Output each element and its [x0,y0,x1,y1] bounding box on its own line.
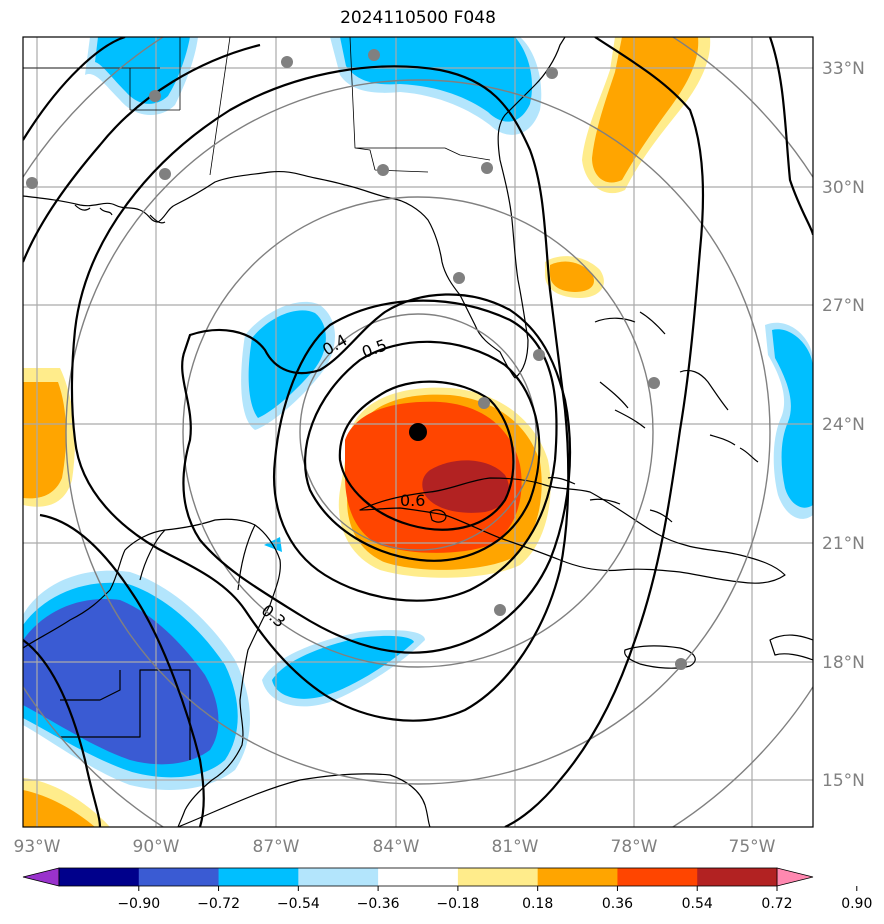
contour-inner-1 [338,380,515,531]
station-marker [478,397,490,409]
colorbar-segment [537,868,618,886]
station-marker [533,349,545,361]
cold-anomaly-east [772,329,813,508]
warm-anomaly-sw [23,790,95,827]
station-marker [149,90,161,102]
contour-inner-2 [303,340,541,562]
map-content: 0.3 0.4 0.5 0.6 [23,37,813,827]
contour-0.3 [70,65,570,722]
warm-anomaly-darkred [422,460,509,513]
range-ring-3 [65,79,771,785]
station-marker [281,56,293,68]
station-marker [546,67,558,79]
lat-label: 30°N [822,178,865,198]
colorbar-tick-label: −0.72 [197,896,240,912]
lat-label: 33°N [822,59,865,79]
lon-label: 78°W [611,837,658,857]
mexico-state-border [60,670,121,701]
colorbar-tick-label: 0.36 [602,896,633,912]
colorbar-tick-label: 0.18 [522,896,553,912]
lon-label: 84°W [373,837,420,857]
lat-label: 27°N [822,296,865,316]
hispaniola [769,634,813,661]
colorbar-tick-label: −0.90 [117,896,160,912]
range-rings [23,37,813,827]
lon-label: 87°W [253,837,300,857]
colorbar-tick-label: −0.54 [277,896,320,912]
colorbar-frame [58,867,778,887]
station-marker [481,162,493,174]
colorbar-extend-high [776,867,814,887]
lat-label: 24°N [822,415,865,435]
lon-label: 93°W [14,837,61,857]
station-marker [377,164,389,176]
colorbar-segment [697,868,778,886]
station-marker [26,177,38,189]
colorbar-segment [59,868,140,886]
lon-label: 90°W [133,837,180,857]
latitude-labels: 33°N 30°N 27°N 24°N 21°N 18°N 15°N [822,59,865,791]
warm-anomaly-ne [592,37,699,183]
contour-0.4 [181,293,572,654]
central-america-coast [177,773,431,827]
map-title: 2024110500 F048 [340,8,496,28]
colorbar-segment [298,868,379,886]
colorbar-tick-label: 0.72 [761,896,792,912]
colorbar: −0.90 −0.72 −0.54 −0.36 −0.18 0.18 0.36 0.54 0.7… [22,867,872,912]
warm-anomaly-small [550,261,595,292]
storm-center-marker [409,423,427,441]
isle-of-youth [429,509,447,523]
colorbar-extend-low [22,867,60,887]
shaded-fields [23,37,813,827]
contour-outer-east [504,37,813,827]
colorbar-segment [218,868,299,886]
map-frame [22,36,814,828]
colorbar-segment [138,868,220,886]
colorbar-tick-label: −0.36 [357,896,400,912]
station-marker [368,49,380,61]
colorbar-segment [378,868,459,886]
station-marker [453,272,465,284]
cold-anomaly-center [248,310,326,418]
cold-anomaly-sw-strong [23,599,219,765]
lat-label: 18°N [822,653,865,673]
lon-label: 81°W [492,837,539,857]
contour-lines [23,37,813,827]
lat-label: 21°N [822,534,865,554]
cold-anomaly-tl [95,37,190,104]
state-borders [23,37,491,176]
warm-anomaly-west [23,382,67,499]
colorbar-segment [457,868,539,886]
colorbar-tick-label: 0.54 [682,896,713,912]
mexico-coast [23,518,281,827]
lon-label: 75°W [729,837,776,857]
colorbar-tick-label: −0.18 [436,896,479,912]
contour-0.5 [273,299,558,602]
jamaica [624,645,696,669]
longitude-labels: 93°W 90°W 87°W 84°W 81°W 78°W 75°W [14,837,776,857]
lat-label: 15°N [822,771,865,791]
colorbar-tick-label: 0.90 [841,896,872,912]
contour-label: 0.6 [400,491,425,510]
louisiana-delta [74,204,166,224]
colorbar-segment [617,868,698,886]
station-marker [494,604,506,616]
station-marker [159,168,171,180]
contour-outer-west [23,37,261,827]
range-ring-1 [299,313,537,551]
graticule [23,37,813,827]
range-ring-2 [182,196,654,668]
stations [26,49,687,670]
station-marker [648,377,660,389]
bahamas [547,311,759,523]
cold-anomaly-top [340,37,533,122]
station-marker [675,658,687,670]
